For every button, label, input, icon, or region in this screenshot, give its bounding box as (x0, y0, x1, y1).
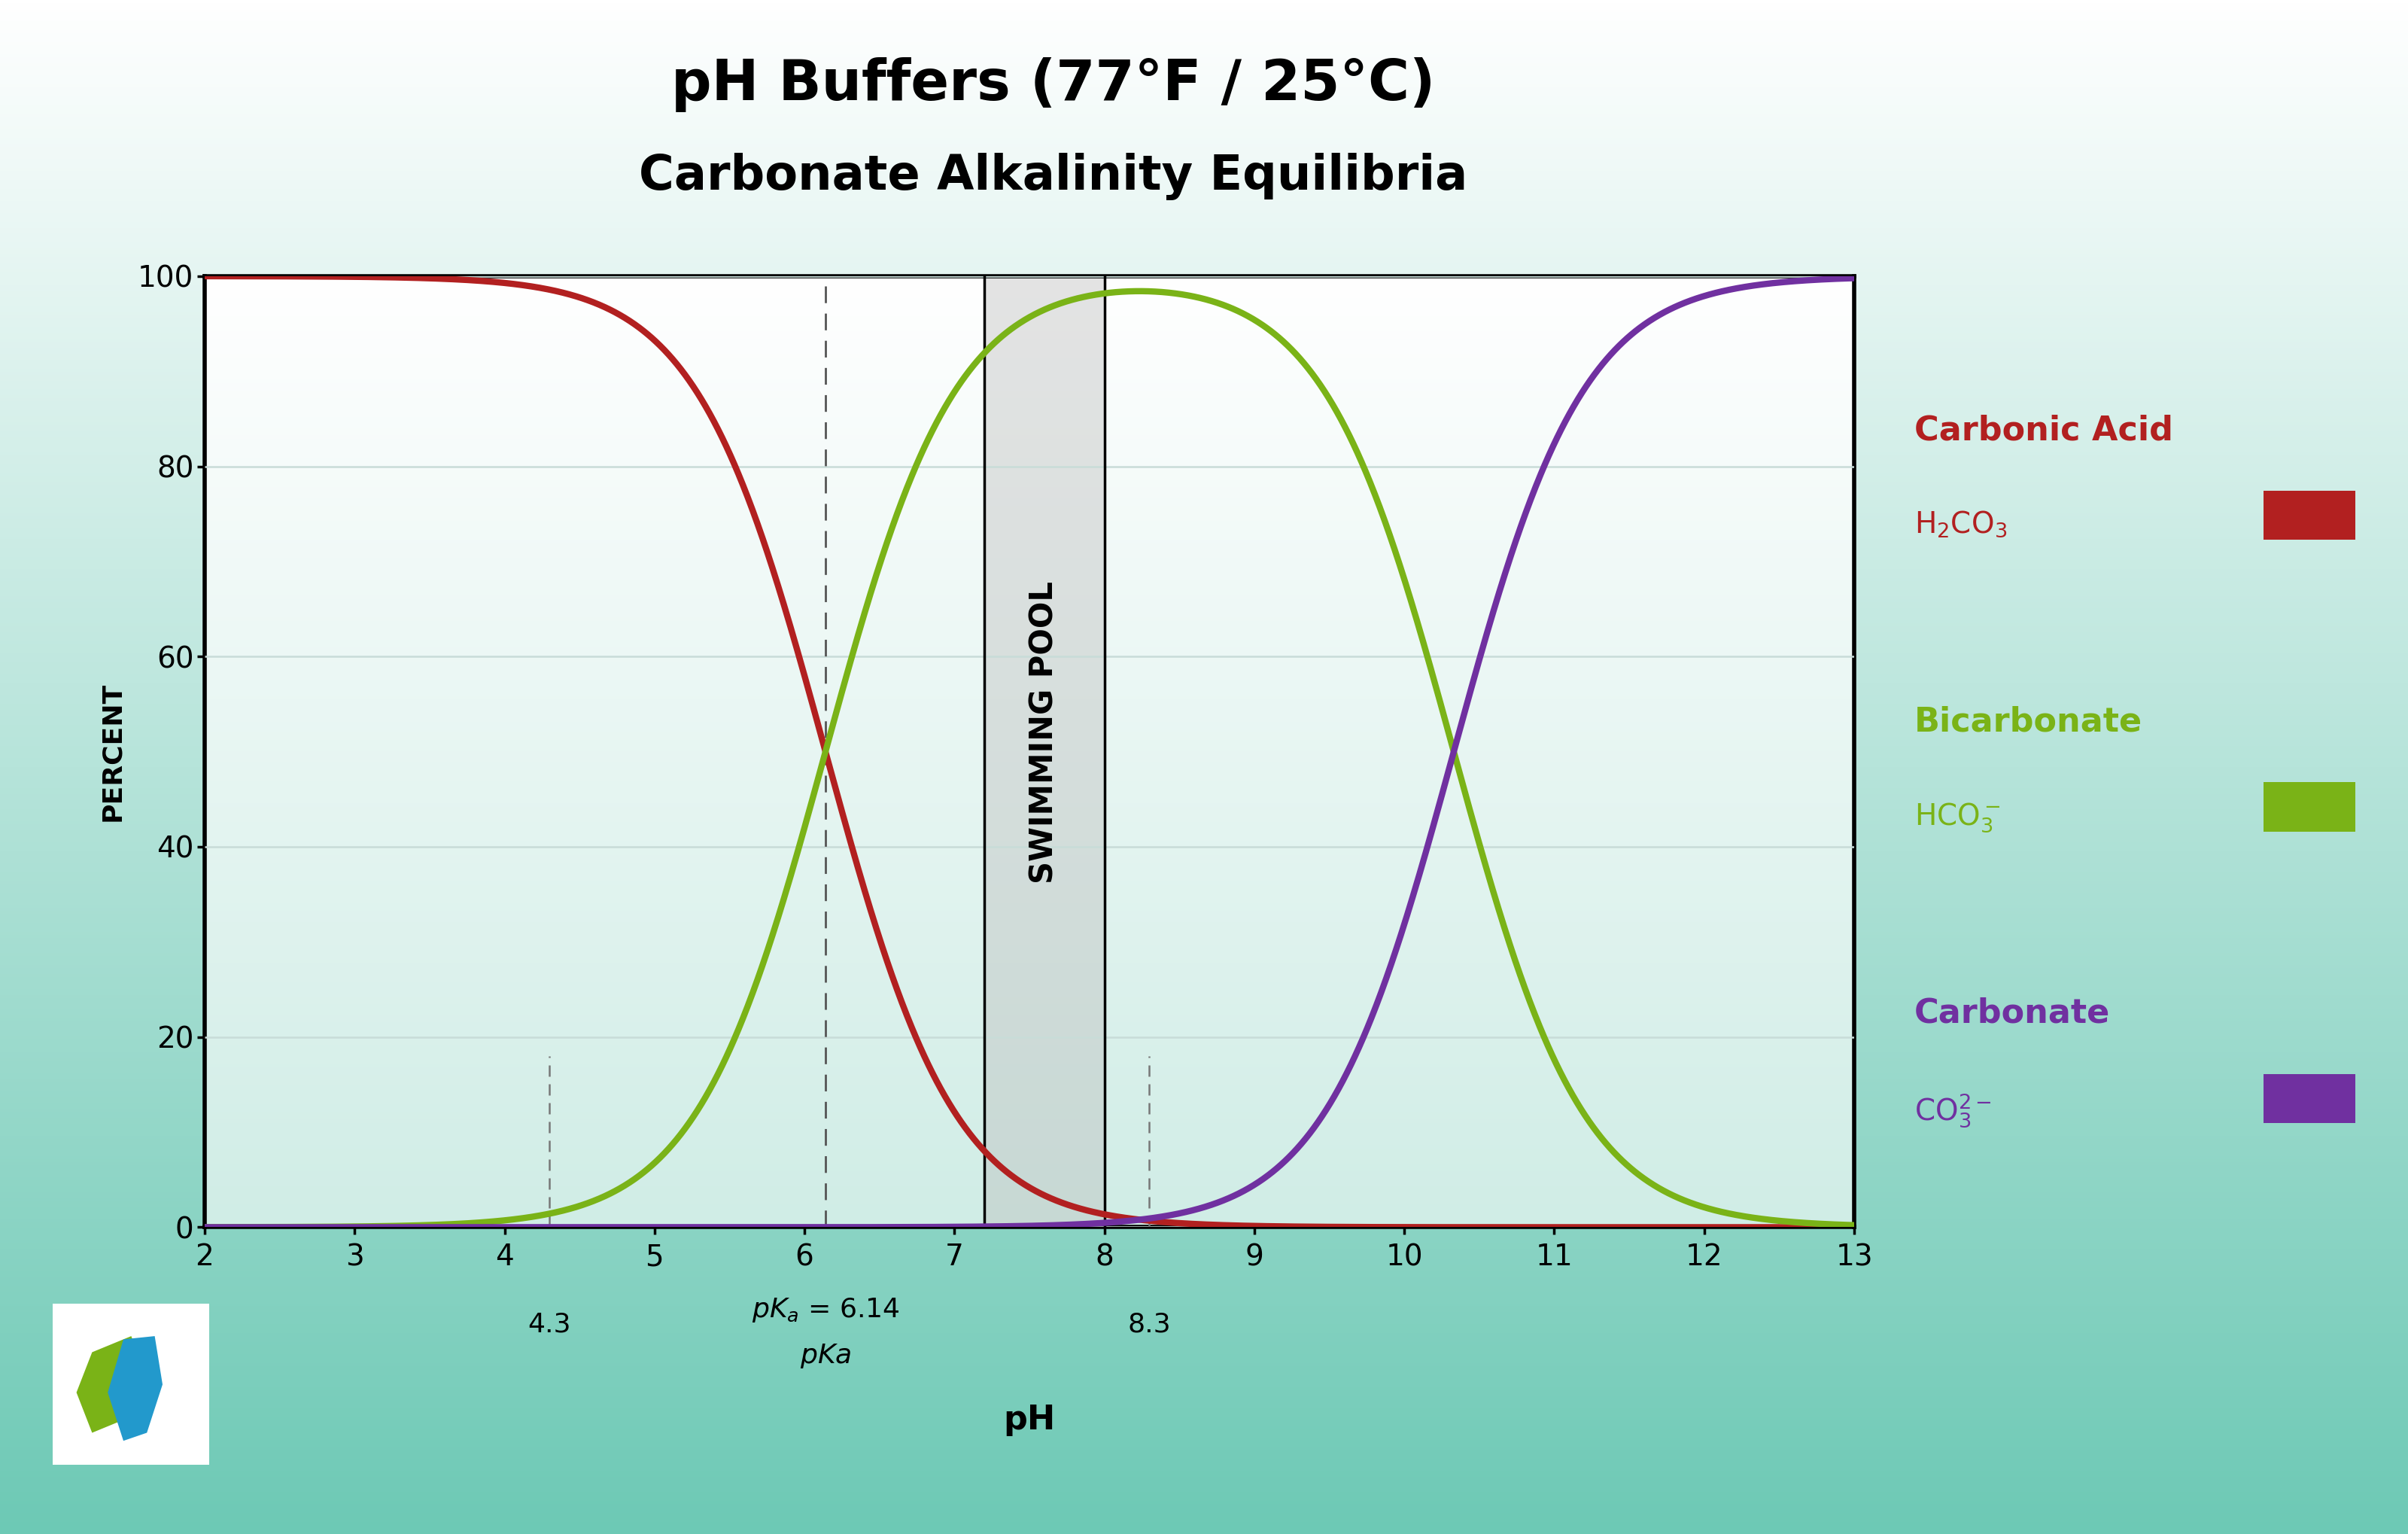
Text: Carbonate Alkalinity Equilibria: Carbonate Alkalinity Equilibria (638, 153, 1469, 199)
Text: Carbonate: Carbonate (1914, 997, 2109, 1029)
Polygon shape (77, 1336, 147, 1433)
Text: H$_2$CO$_3$: H$_2$CO$_3$ (1914, 509, 2006, 538)
Polygon shape (108, 1336, 164, 1440)
Text: pH Buffers (77°F / 25°C): pH Buffers (77°F / 25°C) (672, 57, 1435, 112)
Text: $\mathit{pKa}$: $\mathit{pKa}$ (799, 1342, 852, 1370)
Text: 4.3: 4.3 (527, 1312, 571, 1338)
Text: HCO$_3^-$: HCO$_3^-$ (1914, 801, 2001, 833)
Text: 8.3: 8.3 (1127, 1312, 1170, 1338)
Y-axis label: PERCENT: PERCENT (99, 683, 125, 821)
FancyBboxPatch shape (41, 1292, 222, 1477)
Bar (985, 276, 1105, 1227)
Text: pH: pH (1004, 1404, 1055, 1436)
Text: Carbonic Acid: Carbonic Acid (1914, 414, 2172, 446)
Text: Bicarbonate: Bicarbonate (1914, 706, 2143, 738)
Text: CO$_3^{2-}$: CO$_3^{2-}$ (1914, 1092, 1991, 1131)
Text: $\mathit{pK_a}$ = 6.14: $\mathit{pK_a}$ = 6.14 (751, 1296, 901, 1324)
Text: SWIMMING POOL: SWIMMING POOL (1028, 581, 1060, 884)
